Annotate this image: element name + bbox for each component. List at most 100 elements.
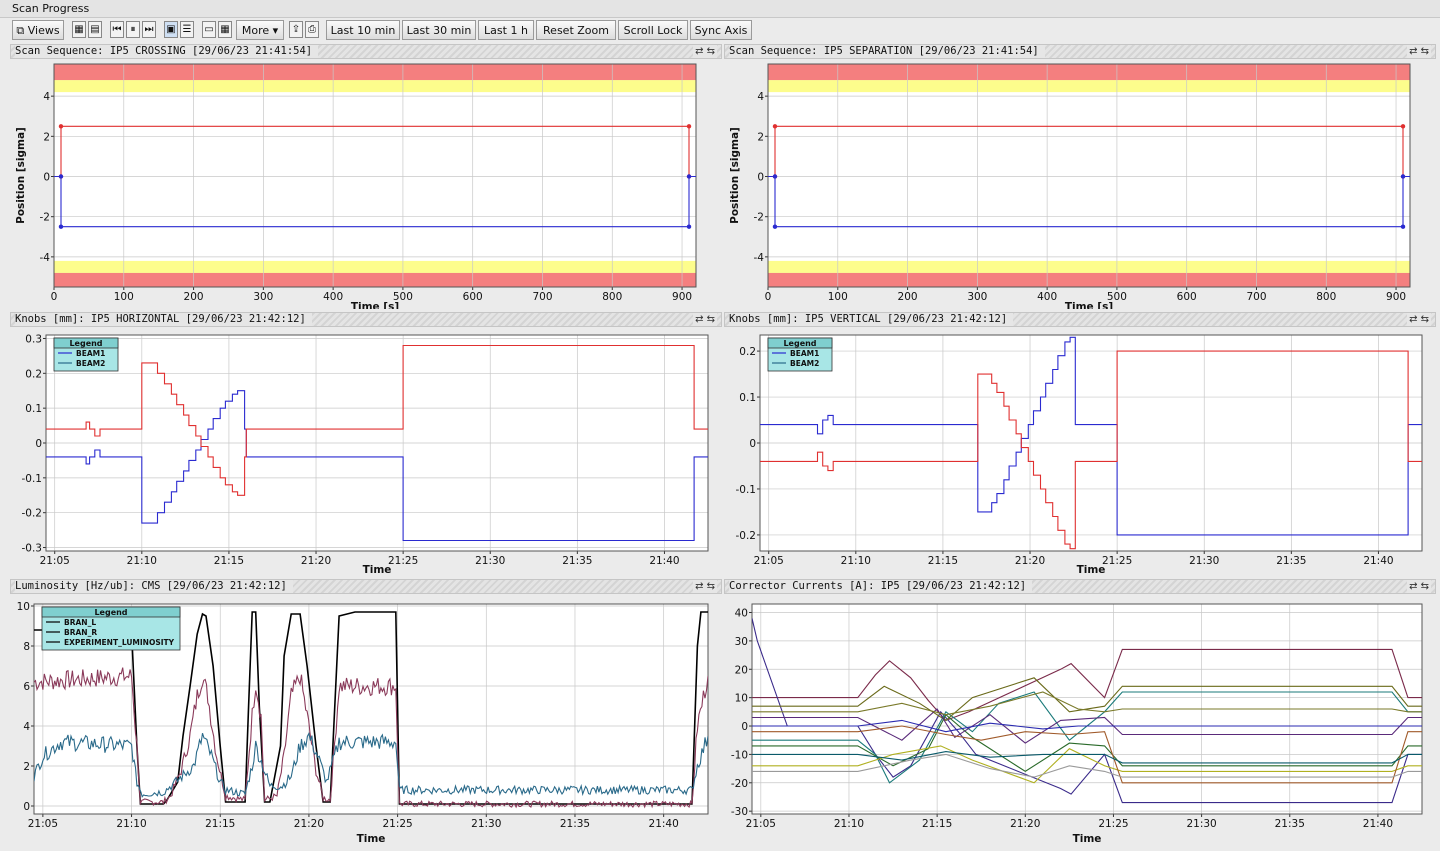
chart-scan-separation[interactable]: 0 100 200 300 400 500 600 700 800 900 -4 -2 0 2 4 Time … <box>724 59 1436 309</box>
x-tick-label: 0 <box>765 291 772 303</box>
panel-scan-crossing: Scan Sequence: IP5 CROSSING [29/06/23 21… <box>10 44 722 309</box>
more-button[interactable]: More ▾ <box>236 20 284 40</box>
legend-item: BRAN_R <box>64 628 97 637</box>
print-icon[interactable]: ⎙ <box>305 21 319 38</box>
legend-title: Legend <box>783 339 816 348</box>
x-tick-label: 800 <box>1316 291 1336 303</box>
grid-layout-icon[interactable]: ▦ <box>72 21 86 38</box>
y-tick-label: -20 <box>731 778 748 790</box>
x-tick-label: 200 <box>898 291 918 303</box>
y-tick-label: 0.2 <box>25 368 42 380</box>
x-tick-label: 21:30 <box>1186 818 1216 830</box>
panel-header[interactable]: Luminosity [Hz/ub]: CMS [29/06/23 21:42:… <box>10 579 722 594</box>
panel-header[interactable]: Corrector Currents [A]: IP5 [29/06/23 21… <box>724 579 1436 594</box>
chart-knobs-horizontal[interactable]: 21:05 21:10 21:15 21:20 21:25 21:30 21:35 21:40… <box>10 327 722 577</box>
plot-frame <box>759 334 1423 552</box>
legend-item: BRAN_L <box>64 618 96 627</box>
series-line <box>34 731 708 798</box>
x-tick-label: 21:05 <box>40 555 70 567</box>
y-tick-label: 0.3 <box>25 333 42 345</box>
toolbar: ⧉ Views ▦ ▤ ⏮ ⏸ ⏭ ▣ ☰ ▭ ▦ More ▾ ⇪ ⎙ Las… <box>8 18 1432 42</box>
panel-header[interactable]: Knobs [mm]: IP5 HORIZONTAL [29/06/23 21:… <box>10 312 722 327</box>
reset-zoom-button[interactable]: Reset Zoom <box>536 20 616 40</box>
window-titlebar: Scan Progress <box>0 0 1440 18</box>
series-line <box>752 713 1422 773</box>
panel-title: Scan Sequence: IP5 SEPARATION [29/06/23 … <box>729 45 1045 58</box>
panel-knobs-horizontal: Knobs [mm]: IP5 HORIZONTAL [29/06/23 21:… <box>10 312 722 577</box>
panel-header[interactable]: Knobs [mm]: IP5 VERTICAL [29/06/23 21:42… <box>724 312 1436 327</box>
x-tick-label: 100 <box>828 291 848 303</box>
pause-icon[interactable]: ⏸ <box>126 21 140 38</box>
x-tick-label: 500 <box>393 291 413 303</box>
sync-axis-button[interactable]: Sync Axis <box>690 20 752 40</box>
x-tick-label: 300 <box>967 291 987 303</box>
series-line <box>760 350 1422 550</box>
refresh-icon[interactable]: ⇄ ⇆ <box>1407 45 1431 58</box>
x-axis-label: Time <box>363 564 392 576</box>
chart-corrector-currents[interactable]: 21:05 21:10 21:15 21:20 21:25 21:30 21:35 21:40… <box>724 594 1436 847</box>
refresh-icon[interactable]: ⇄ ⇆ <box>693 45 717 58</box>
x-tick-label: 400 <box>1037 291 1057 303</box>
scroll-lock-button[interactable]: Scroll Lock <box>618 20 688 40</box>
last-1-h-button[interactable]: Last 1 h <box>478 20 534 40</box>
x-tick-label: 700 <box>1246 291 1266 303</box>
x-axis-label: Time [s] <box>351 301 399 309</box>
y-axis-label: Position [sigma] <box>15 127 27 224</box>
refresh-icon[interactable]: ⇄ ⇆ <box>1407 313 1431 326</box>
x-tick-label: 21:10 <box>116 818 146 830</box>
chart-scan-crossing[interactable]: 0 100 200 300 400 500 600 700 800 900 -4 -2 0 2 4 Time … <box>10 59 722 309</box>
refresh-icon[interactable]: ⇄ ⇆ <box>693 580 717 593</box>
refresh-icon[interactable]: ⇄ ⇆ <box>1407 580 1431 593</box>
limit-band <box>768 80 1410 93</box>
y-tick-label: 20 <box>735 664 748 676</box>
y-tick-label: 40 <box>735 608 748 620</box>
series-line <box>46 344 708 496</box>
last-icon[interactable]: ⏭ <box>142 21 156 38</box>
x-axis-label: Time <box>1073 833 1102 845</box>
panel-header[interactable]: Scan Sequence: IP5 SEPARATION [29/06/23 … <box>724 44 1436 59</box>
legend-title: Legend <box>69 339 102 348</box>
last-10-min-button[interactable]: Last 10 min <box>326 20 400 40</box>
x-tick-label: 21:35 <box>560 818 590 830</box>
series-group <box>34 611 708 809</box>
series-group <box>46 344 708 542</box>
y-tick-label: 10 <box>17 601 30 613</box>
last-30-min-button[interactable]: Last 30 min <box>402 20 476 40</box>
x-tick-label: 400 <box>323 291 343 303</box>
chart-luminosity[interactable]: 21:05 21:10 21:15 21:20 21:25 21:30 21:35 21:40… <box>10 594 722 847</box>
x-tick-label: 21:05 <box>754 555 784 567</box>
legend-header <box>767 337 833 349</box>
views-button[interactable]: ⧉ Views <box>12 20 64 40</box>
x-axis-label: Time <box>357 833 386 845</box>
legend-header <box>53 337 119 349</box>
series-line <box>752 725 1422 784</box>
export-icon[interactable]: ⇪ <box>289 21 303 38</box>
y-tick-label: -2 <box>754 212 764 224</box>
x-tick-label: 21:35 <box>1275 818 1305 830</box>
x-tick-label: 600 <box>463 291 483 303</box>
panel-knobs-vertical: Knobs [mm]: IP5 VERTICAL [29/06/23 21:42… <box>724 312 1436 577</box>
x-tick-label: 21:35 <box>562 555 592 567</box>
panel-header[interactable]: Scan Sequence: IP5 CROSSING [29/06/23 21… <box>10 44 722 59</box>
data-point <box>58 124 64 129</box>
chart-knobs-vertical[interactable]: 21:05 21:10 21:15 21:20 21:25 21:30 21:35 21:40… <box>724 327 1436 577</box>
list-icon[interactable]: ☰ <box>180 21 194 38</box>
table-icon[interactable]: ▦ <box>218 21 232 38</box>
plot-area <box>768 64 1410 287</box>
first-icon[interactable]: ⏮ <box>110 21 124 38</box>
x-tick-label: 21:15 <box>205 818 235 830</box>
y-tick-label: 2 <box>757 131 764 143</box>
y-tick-label: 8 <box>23 641 30 653</box>
panel-icon[interactable]: ▭ <box>202 21 216 38</box>
data-point <box>686 124 692 129</box>
x-tick-label: 21:20 <box>301 555 331 567</box>
limit-band <box>54 260 696 273</box>
save-view-icon[interactable]: ▣ <box>164 21 178 38</box>
panel-title: Knobs [mm]: IP5 VERTICAL [29/06/23 21:42… <box>729 313 1014 326</box>
refresh-icon[interactable]: ⇄ ⇆ <box>693 313 717 326</box>
legend-item: BEAM1 <box>76 349 105 358</box>
x-tick-label: 21:20 <box>1010 818 1040 830</box>
x-tick-label: 600 <box>1177 291 1197 303</box>
tile-layout-icon[interactable]: ▤ <box>88 21 102 38</box>
y-tick-label: 0 <box>43 172 50 184</box>
